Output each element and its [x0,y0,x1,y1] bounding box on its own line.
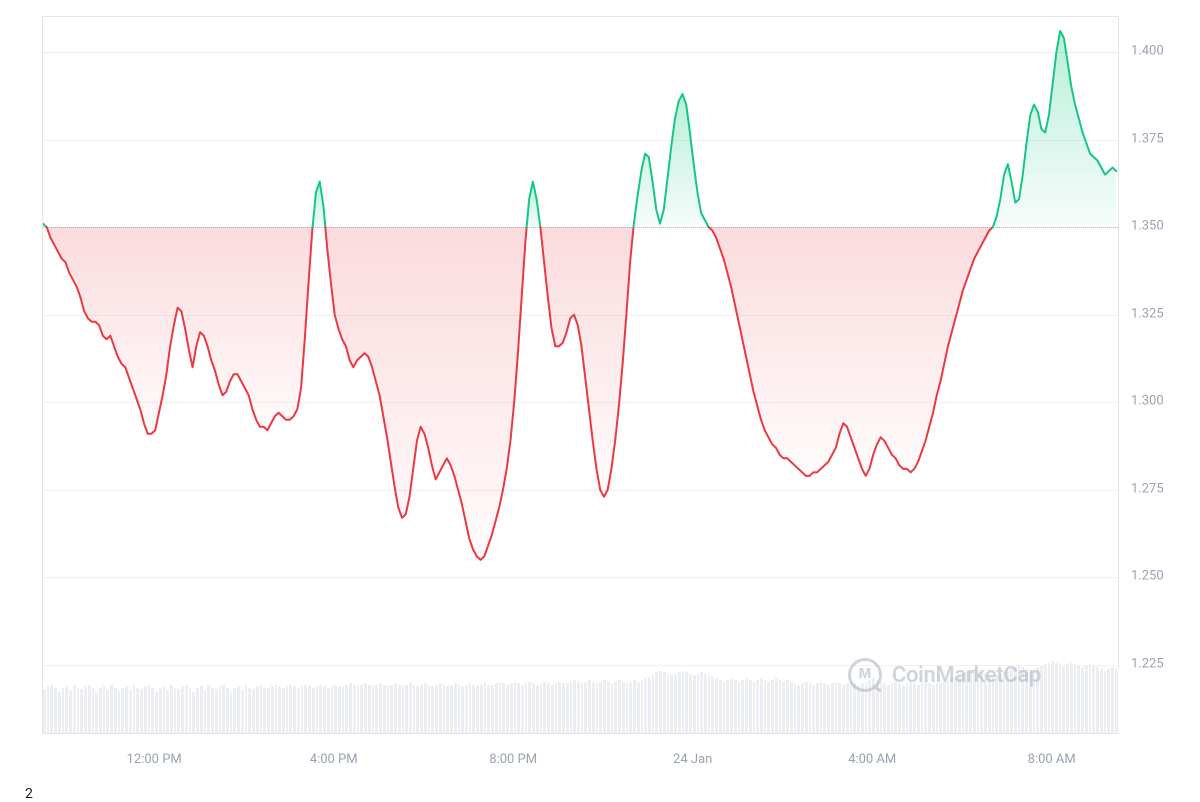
chart-area-down [325,227,526,560]
x-axis-label: 8:00 AM [1028,752,1076,767]
chart-area-up [634,94,709,227]
chart-plot-area[interactable] [42,16,1119,734]
volume-bars [43,655,1118,733]
y-axis-label: 1.225 [1131,656,1164,671]
x-axis-label: 12:00 PM [127,752,182,767]
chart-svg [43,17,1120,735]
y-axis-label: 1.300 [1131,394,1164,409]
x-axis-label: 24 Jan [673,752,712,767]
y-axis-label: 1.325 [1131,306,1164,321]
chart-area-down [47,227,313,434]
x-axis-label: 4:00 AM [848,752,896,767]
y-axis-label: 1.375 [1131,131,1164,146]
y-axis-label: 1.400 [1131,44,1164,59]
chart-area-down [540,227,633,497]
y-axis-label: 1.250 [1131,569,1164,584]
x-axis-label: 4:00 PM [310,752,358,767]
y-axis-label: 1.350 [1131,219,1164,234]
volume-bar [1115,669,1119,733]
x-axis-label: 8:00 PM [489,752,537,767]
y-axis-label: 1.275 [1131,481,1164,496]
